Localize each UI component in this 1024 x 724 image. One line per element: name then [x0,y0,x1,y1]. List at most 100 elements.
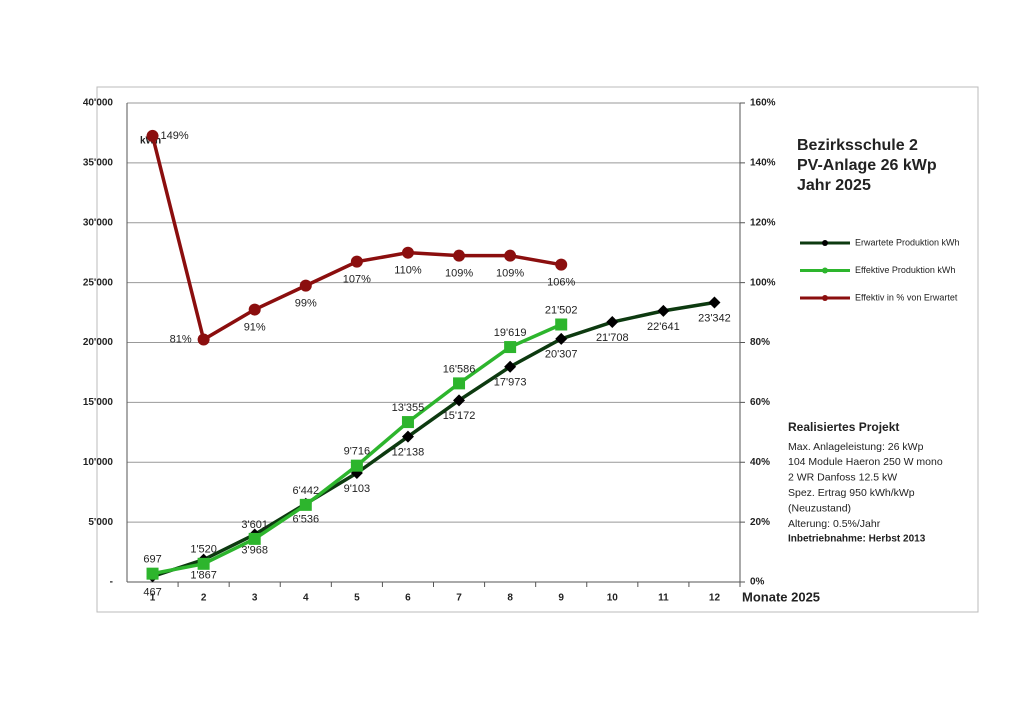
data-label: 19'619 [494,327,527,339]
data-label: 1'520 [190,544,217,556]
marker [453,249,466,262]
data-label: 17'973 [494,377,527,389]
y2-tick-label: 120% [750,217,776,228]
marker [555,332,568,345]
x-tick-label: 7 [456,593,462,604]
marker [248,532,261,545]
data-label: 23'342 [698,312,731,324]
info-line: Spez. Ertrag 950 kWh/kWp [788,487,915,499]
data-label: 15'172 [443,410,476,422]
data-label: 91% [244,321,266,333]
marker [146,129,159,142]
data-label: 9'716 [344,446,371,458]
info-line: Max. Anlageleistung: 26 kWp [788,441,924,453]
marker [299,279,312,292]
legend-marker [822,240,828,246]
data-label: 13'355 [392,402,425,414]
y-tick-label: 40'000 [83,98,114,109]
data-label: 22'641 [647,321,680,333]
marker [401,430,414,443]
x-tick-label: 12 [709,593,721,604]
marker [453,377,466,390]
chart-frame [96,86,979,613]
chart-title: PV-Anlage 26 kWp [797,157,937,174]
y-tick-label: 35'000 [83,158,114,169]
x-axis-label: Monate 2025 [742,589,820,604]
legend-label: Effektiv in % von Erwartet [855,292,958,302]
marker [350,255,363,268]
marker [299,498,312,511]
legend-label: Effektive Produktion kWh [855,265,955,275]
marker [606,316,619,329]
data-label: 12'138 [392,447,425,459]
data-label: 107% [343,274,371,286]
data-label: 21'502 [545,304,578,316]
data-label: 110% [394,265,422,277]
x-tick-label: 11 [658,593,669,604]
marker [504,360,517,373]
series-line [151,300,715,579]
data-label: 149% [161,130,189,142]
x-tick-label: 2 [201,593,207,604]
x-tick-label: 5 [354,593,360,604]
info-line: Alterung: 0.5%/Jahr [788,518,881,530]
marker [197,333,210,346]
y2-tick-label: 160% [750,98,776,109]
info-line: 2 WR Danfoss 12.5 kW [788,472,897,484]
series-line [150,135,562,343]
x-tick-label: 10 [607,593,619,604]
y2-tick-label: 0% [750,577,765,588]
data-label: 99% [295,298,317,310]
info-footer: Inbetriebnahme: Herbst 2013 [788,534,926,545]
y-tick-label: - [110,577,113,588]
y-tick-label: 15'000 [83,397,114,408]
marker [555,258,568,271]
marker [401,416,414,429]
x-tick-label: 9 [558,593,564,604]
data-label: 467 [143,586,161,598]
x-tick-label: 1 [150,593,156,604]
marker [504,249,517,262]
data-label: 81% [170,333,192,345]
chart-title: Jahr 2025 [797,177,871,194]
marker [248,303,261,316]
y-tick-label: 30'000 [83,217,114,228]
data-label: 6'442 [293,485,320,497]
x-tick-label: 8 [507,593,513,604]
y2-tick-label: 100% [750,277,776,288]
data-label: 3'968 [241,544,268,556]
info-heading: Realisiertes Projekt [788,420,899,434]
y-tick-label: 25'000 [83,277,114,288]
marker [401,246,414,259]
marker [555,318,568,331]
chart-title: Bezirksschule 2 [797,137,918,154]
y-tick-label: 5'000 [88,517,113,528]
data-label: 109% [496,268,524,280]
marker [146,567,159,580]
data-label: 697 [143,554,161,566]
legend-marker [822,267,828,274]
y2-tick-label: 40% [750,457,770,468]
data-label: 1'867 [190,570,217,582]
marker [657,304,670,317]
info-line: (Neuzustand) [788,502,851,514]
legend-marker [822,295,828,301]
data-label: 16'586 [443,363,476,375]
x-tick-label: 6 [405,593,411,604]
info-line: 104 Module Haeron 250 W mono [788,456,943,468]
data-label: 109% [445,268,473,280]
marker [197,557,210,570]
y2-tick-label: 60% [750,397,770,408]
y-tick-label: 20'000 [83,337,114,348]
data-label: 6'536 [293,514,320,526]
marker [453,394,466,407]
marker [350,459,363,472]
data-label: 20'307 [545,349,578,361]
data-label: 9'103 [344,483,371,495]
y-tick-label: 10'000 [83,457,114,468]
marker [708,296,721,309]
x-tick-label: 4 [303,593,309,604]
x-tick-label: 3 [252,593,258,604]
